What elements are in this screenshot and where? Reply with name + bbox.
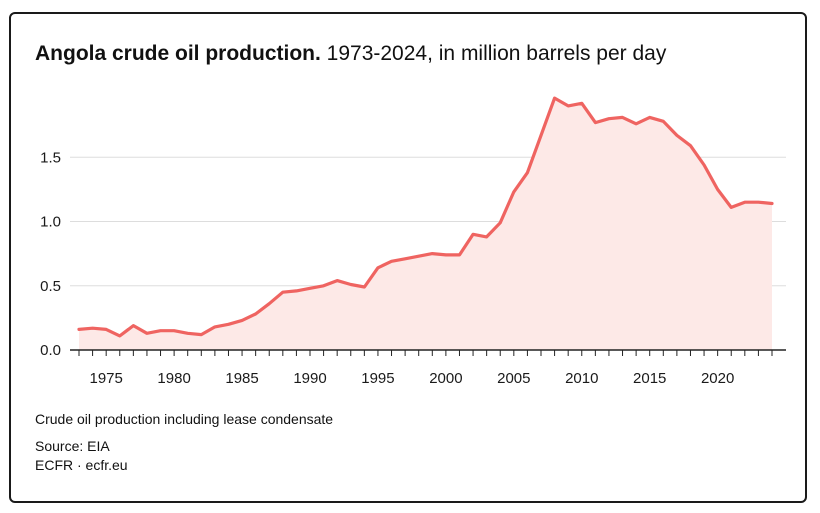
x-tick-label: 2000 xyxy=(429,370,462,387)
x-tick-label: 1990 xyxy=(293,370,326,387)
y-tick-label: 1.5 xyxy=(40,149,61,166)
x-tick-label: 1975 xyxy=(89,370,122,387)
series-line xyxy=(77,96,774,338)
source-text: Source: EIA xyxy=(35,438,110,454)
credit-text: ECFR · ecfr.eu xyxy=(35,457,128,473)
y-tick-label: 0.0 xyxy=(40,342,61,359)
x-tick-label: 2005 xyxy=(497,370,530,387)
y-axis-ticks: 0.0 0.5 1.0 1.5 xyxy=(40,149,61,359)
x-tick-label: 1985 xyxy=(225,370,258,387)
x-tick-label: 1980 xyxy=(157,370,190,387)
x-tick-label: 2020 xyxy=(701,370,734,387)
x-tick-label: 2015 xyxy=(633,370,666,387)
y-tick-label: 1.0 xyxy=(40,214,61,231)
area-fill xyxy=(79,98,772,350)
chart-title-bold: Angola crude oil production. xyxy=(35,42,321,65)
x-axis-ticks: 1975 1980 1985 1990 1995 2000 2005 2010 2015 2020 xyxy=(78,350,773,387)
x-tick-label: 1995 xyxy=(361,370,394,387)
y-tick-label: 0.5 xyxy=(40,278,61,295)
chart-title: Angola crude oil production. 1973-2024, … xyxy=(35,42,666,66)
footnote: Crude oil production including lease con… xyxy=(35,411,334,427)
x-tick-label: 2010 xyxy=(565,370,598,387)
chart-title-subtitle: 1973-2024, in million barrels per day xyxy=(320,42,667,65)
